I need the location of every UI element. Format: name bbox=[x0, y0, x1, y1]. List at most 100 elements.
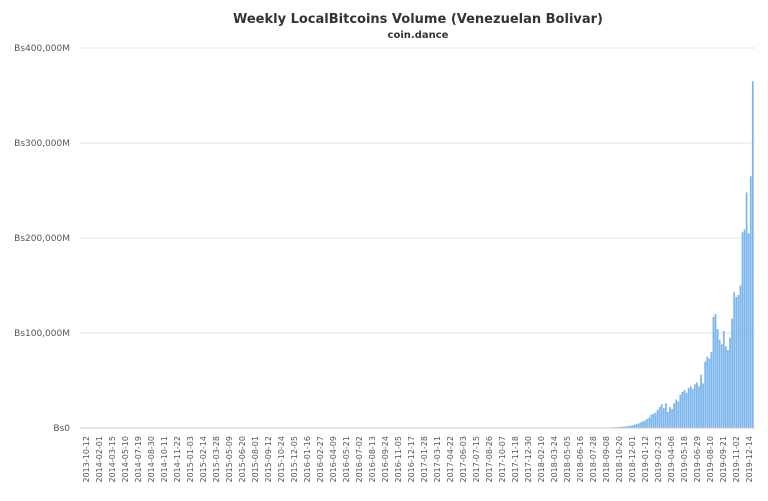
bar bbox=[716, 329, 719, 428]
x-tick-label: 2017-03-11 bbox=[433, 436, 442, 483]
x-tick-label: 2019-01-12 bbox=[641, 436, 650, 483]
x-tick-label: 2014-08-30 bbox=[147, 436, 156, 483]
x-tick-label: 2018-10-20 bbox=[615, 436, 624, 483]
bar bbox=[671, 409, 673, 428]
x-tick-label: 2018-07-28 bbox=[589, 436, 598, 483]
bar bbox=[683, 390, 686, 428]
x-tick-label: 2016-08-13 bbox=[368, 436, 377, 483]
x-tick-label: 2015-12-05 bbox=[290, 436, 299, 483]
x-tick-label: 2015-06-20 bbox=[238, 436, 247, 483]
bar bbox=[677, 401, 680, 428]
bar bbox=[691, 389, 694, 428]
x-tick-label: 2019-09-21 bbox=[719, 436, 728, 483]
gridlines bbox=[80, 47, 755, 334]
bar bbox=[656, 409, 659, 428]
x-tick-label: 2016-09-24 bbox=[381, 436, 390, 483]
x-tick-label: 2018-09-08 bbox=[602, 436, 611, 483]
x-tick-label: 2016-05-21 bbox=[342, 436, 351, 483]
y-tick-label: Bs100,000M bbox=[14, 329, 70, 339]
x-tick-label: 2015-08-01 bbox=[251, 436, 260, 483]
bar bbox=[679, 394, 682, 428]
bar bbox=[731, 318, 733, 428]
bar bbox=[704, 361, 707, 428]
x-tick-label: 2019-12-14 bbox=[745, 436, 754, 483]
bar bbox=[727, 350, 729, 428]
bar bbox=[650, 414, 653, 428]
bar bbox=[633, 424, 636, 428]
bar bbox=[747, 233, 750, 428]
x-tick-label: 2017-01-28 bbox=[420, 436, 429, 483]
bar bbox=[640, 422, 642, 428]
x-tick-label: 2019-11-02 bbox=[732, 436, 741, 483]
x-tick-label: 2014-05-10 bbox=[121, 436, 130, 483]
bar bbox=[698, 386, 700, 428]
bar bbox=[623, 426, 626, 428]
bar bbox=[708, 358, 711, 428]
x-tick-label: 2014-07-19 bbox=[134, 436, 143, 483]
bar bbox=[702, 383, 704, 428]
x-tick-label: 2018-12-01 bbox=[628, 436, 637, 483]
bar bbox=[743, 229, 746, 428]
y-tick-label: Bs400,000M bbox=[14, 44, 70, 54]
bar bbox=[638, 423, 640, 428]
x-tick-label: 2016-01-16 bbox=[303, 436, 312, 483]
x-tick-label: 2014-02-01 bbox=[95, 436, 104, 483]
x-tick-label: 2013-10-12 bbox=[82, 436, 91, 483]
bar bbox=[658, 407, 661, 428]
x-tick-label: 2017-10-07 bbox=[498, 436, 507, 483]
bar bbox=[739, 285, 742, 428]
bar bbox=[621, 426, 624, 428]
x-tick-label: 2018-05-05 bbox=[563, 436, 572, 483]
bar bbox=[644, 420, 647, 428]
bar bbox=[749, 176, 752, 428]
bar bbox=[629, 425, 632, 428]
bar bbox=[720, 344, 723, 428]
x-tick-label: 2014-03-15 bbox=[108, 436, 117, 483]
bar bbox=[689, 386, 692, 428]
bar bbox=[654, 412, 657, 428]
bar bbox=[733, 292, 736, 428]
bar bbox=[751, 81, 754, 428]
x-tick-label: 2017-08-26 bbox=[485, 436, 494, 483]
bar bbox=[725, 346, 727, 428]
bar bbox=[648, 417, 651, 428]
bar bbox=[710, 352, 713, 428]
bar bbox=[722, 331, 725, 428]
x-tick-label: 2015-01-03 bbox=[186, 436, 195, 483]
bar bbox=[729, 337, 731, 428]
bar bbox=[718, 339, 721, 428]
x-tick-label: 2015-05-09 bbox=[225, 436, 234, 483]
bar bbox=[737, 295, 740, 428]
x-tick-label: 2017-12-30 bbox=[524, 436, 533, 483]
x-tick-label: 2019-06-29 bbox=[693, 436, 702, 483]
x-tick-label: 2018-02-10 bbox=[537, 436, 546, 483]
x-tick-label: 2015-02-14 bbox=[199, 436, 208, 483]
bar bbox=[696, 382, 698, 428]
bar bbox=[667, 411, 669, 428]
bar bbox=[741, 232, 744, 428]
chart-subtitle: coin.dance bbox=[388, 30, 449, 41]
x-tick-label: 2018-06-16 bbox=[576, 436, 585, 483]
bar bbox=[669, 407, 671, 428]
x-tick-label: 2016-07-02 bbox=[355, 436, 364, 483]
bar bbox=[687, 388, 690, 428]
bar bbox=[642, 421, 644, 428]
x-tick-label: 2015-10-24 bbox=[277, 436, 286, 483]
bar bbox=[714, 314, 717, 428]
x-tick-label: 2016-04-09 bbox=[329, 436, 338, 483]
bar bbox=[631, 425, 634, 428]
chart-title: Weekly LocalBitcoins Volume (Venezuelan … bbox=[233, 12, 603, 27]
x-tick-label: 2014-11-22 bbox=[173, 436, 182, 483]
x-axis-ticks: 2013-10-12 2014-02-01 2014-03-15 2014-05-10… bbox=[82, 436, 754, 483]
bar bbox=[660, 404, 663, 428]
bar bbox=[619, 426, 622, 428]
bar bbox=[700, 374, 702, 428]
x-tick-label: 2019-08-10 bbox=[706, 436, 715, 483]
x-tick-label: 2015-09-12 bbox=[264, 436, 273, 483]
bar bbox=[745, 192, 748, 428]
x-tick-label: 2016-11-05 bbox=[394, 436, 403, 483]
y-axis-ticks: Bs0 Bs100,000M Bs200,000M Bs300,000M Bs400,0… bbox=[14, 44, 70, 434]
bar bbox=[627, 425, 630, 428]
bar bbox=[681, 391, 684, 428]
